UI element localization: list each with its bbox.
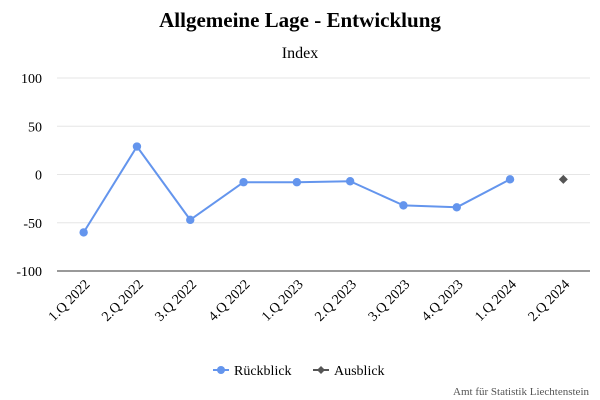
chart-subtitle: Index — [282, 45, 318, 62]
x-tick-label: 2.Q 2024 — [526, 277, 573, 324]
data-point — [186, 215, 195, 225]
x-tick-label: 2.Q 2022 — [99, 277, 146, 324]
y-tick-label: 50 — [28, 120, 42, 135]
series-group — [79, 142, 568, 237]
y-tick-label: 0 — [35, 169, 42, 184]
legend-circle-icon — [217, 366, 225, 374]
data-point — [79, 228, 88, 237]
legend-item-1[interactable]: Rückblick — [213, 364, 292, 379]
data-point — [505, 175, 515, 184]
series-1 — [79, 142, 515, 237]
x-tick-label: 4.Q 2022 — [206, 277, 253, 324]
y-tick-label: 100 — [21, 72, 42, 87]
x-tick-label: 3.Q 2023 — [366, 277, 413, 324]
x-tick-label: 1.Q 2022 — [46, 277, 93, 324]
data-point — [452, 203, 461, 212]
legend-diamond-icon — [317, 366, 325, 374]
data-point — [558, 174, 568, 184]
x-tick-label: 1.Q 2024 — [472, 277, 519, 324]
data-point — [239, 178, 248, 187]
x-tick-label: 2.Q 2023 — [313, 277, 360, 324]
x-tick-label: 4.Q 2023 — [419, 277, 466, 324]
data-point — [132, 142, 142, 151]
gridlines — [57, 77, 590, 224]
data-point — [345, 177, 355, 186]
series-2 — [558, 174, 568, 184]
series-line — [82, 145, 511, 233]
x-tick-label: 3.Q 2022 — [153, 277, 200, 324]
data-point — [292, 178, 302, 187]
y-tick-label: -50 — [23, 217, 42, 232]
legend-label: Ausblick — [334, 364, 385, 379]
y-tick-label: -100 — [16, 265, 42, 280]
legend-item-2[interactable]: Ausblick — [313, 364, 385, 379]
legend[interactable]: Rückblick Ausblick — [213, 364, 385, 379]
x-tick-label: 1.Q 2023 — [259, 277, 306, 324]
chart-title: Allgemeine Lage - Entwicklung — [159, 8, 441, 32]
legend-label: Rückblick — [234, 364, 292, 379]
data-point — [399, 201, 408, 210]
chart-credit[interactable]: Amt für Statistik Liechtenstein — [453, 386, 589, 398]
